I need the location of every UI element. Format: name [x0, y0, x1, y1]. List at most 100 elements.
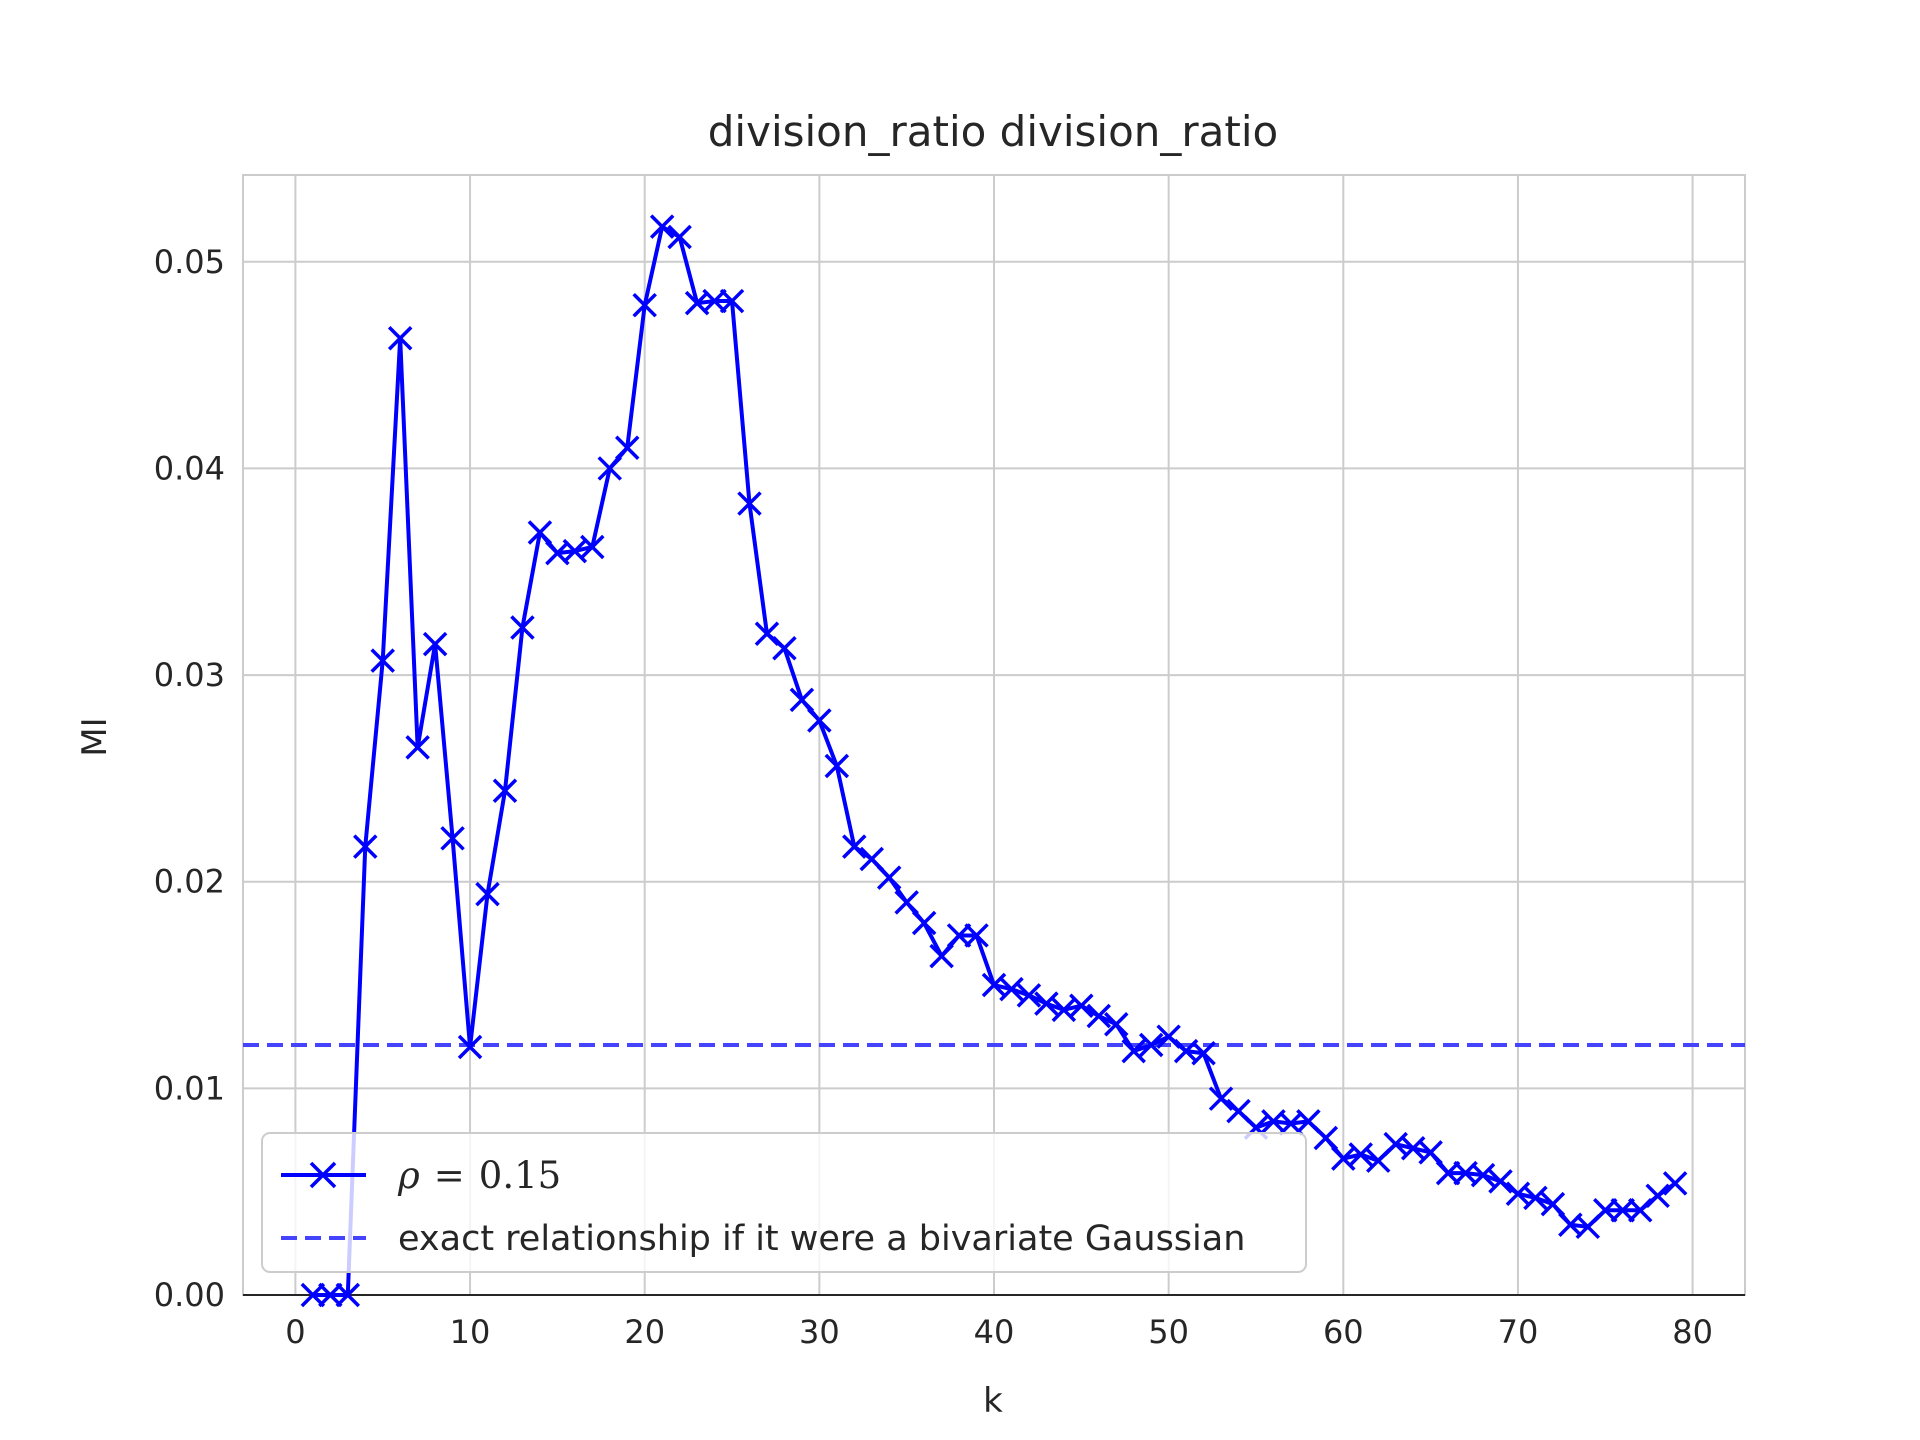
data-point-marker: [405, 735, 430, 760]
marker-stroke: [1226, 1098, 1251, 1124]
data-point-marker: [614, 435, 640, 461]
data-point-marker: [440, 826, 465, 851]
x-axis-label: k: [983, 1381, 1003, 1421]
data-point-marker: [1610, 1198, 1635, 1223]
marker-stroke: [1034, 991, 1059, 1016]
legend-marker-x: [309, 1161, 337, 1189]
data-point-marker: [510, 615, 535, 640]
marker-stroke: [1348, 1142, 1374, 1167]
marker-stroke: [422, 631, 448, 657]
marker-stroke: [667, 224, 692, 250]
marker-stroke: [1069, 993, 1094, 1018]
marker-stroke: [1121, 1038, 1146, 1064]
legend-label-rho: ρ = 0.15: [397, 1154, 561, 1197]
data-point-marker: [1627, 1198, 1653, 1223]
data-point-marker: [580, 534, 605, 560]
data-point-marker: [702, 288, 727, 314]
data-point-marker: [876, 865, 902, 890]
marker-stroke: [440, 826, 465, 851]
marker-stroke: [1138, 1032, 1164, 1058]
x-tick-label: 80: [1672, 1313, 1713, 1351]
data-point-marker: [370, 648, 395, 673]
data-point-marker: [1156, 1024, 1181, 1049]
marker-stroke: [649, 214, 675, 239]
x-tick-label: 30: [799, 1313, 840, 1351]
data-point-marker: [1662, 1171, 1688, 1196]
data-point-marker: [300, 1282, 326, 1308]
marker-stroke: [754, 621, 780, 646]
data-point-marker: [422, 631, 448, 657]
y-tick-label: 0.03: [154, 656, 225, 694]
marker-stroke: [632, 292, 657, 318]
marker-stroke: [1470, 1162, 1496, 1188]
data-point-marker: [387, 326, 413, 351]
marker-stroke: [737, 491, 762, 516]
data-point-marker: [789, 687, 815, 713]
data-point-marker: [772, 635, 797, 661]
x-tick-label: 0: [285, 1313, 305, 1351]
marker-stroke: [1593, 1198, 1618, 1223]
marker-stroke: [1418, 1140, 1443, 1165]
marker-stroke: [353, 834, 378, 859]
data-point-marker: [999, 976, 1024, 1002]
marker-stroke: [789, 687, 815, 713]
grid: [242, 174, 1746, 1296]
data-point-marker: [737, 491, 762, 516]
data-point-marker: [1121, 1038, 1146, 1064]
data-point-marker: [1645, 1183, 1670, 1209]
marker-stroke: [527, 520, 553, 545]
marker-stroke: [719, 288, 745, 314]
marker-stroke: [1313, 1125, 1339, 1151]
plot-area: [243, 214, 1745, 1308]
x-tick-label: 10: [450, 1313, 491, 1351]
marker-stroke: [545, 540, 570, 566]
marker-stroke: [1016, 983, 1042, 1008]
data-point-marker: [1523, 1185, 1548, 1211]
data-point-marker: [1435, 1160, 1461, 1186]
legend-rho-value: 0.15: [479, 1154, 561, 1197]
marker-stroke: [999, 976, 1024, 1002]
y-tick-label: 0.00: [154, 1276, 225, 1314]
marker-stroke: [684, 290, 710, 316]
data-point-marker: [335, 1282, 361, 1308]
data-point-marker: [1138, 1032, 1164, 1058]
marker-stroke: [318, 1282, 343, 1308]
data-point-marker: [649, 214, 675, 239]
data-point-marker: [754, 621, 780, 646]
data-point-marker: [318, 1282, 343, 1308]
marker-stroke: [1296, 1109, 1321, 1134]
marker-stroke: [876, 865, 902, 890]
marker-stroke: [580, 534, 605, 560]
data-point-marker: [824, 753, 850, 779]
data-point-marker: [1104, 1012, 1129, 1037]
data-point-marker: [842, 834, 867, 859]
marker-stroke: [562, 538, 588, 564]
marker-stroke: [946, 923, 972, 948]
data-point-marker: [1086, 1003, 1112, 1029]
marker-stroke: [807, 708, 832, 733]
marker-stroke: [1435, 1160, 1461, 1186]
marker-stroke: [1104, 1012, 1129, 1037]
marker-stroke: [1086, 1003, 1112, 1029]
data-point-marker: [632, 292, 657, 318]
legend-rho-symbol: ρ: [397, 1154, 420, 1197]
data-point-marker: [1488, 1169, 1513, 1194]
marker-stroke: [911, 910, 937, 936]
marker-stroke: [1208, 1086, 1234, 1111]
data-point-marker: [457, 1034, 483, 1060]
x-tick-label: 60: [1323, 1313, 1364, 1351]
data-point-marker: [894, 890, 919, 915]
data-point-marker: [719, 288, 745, 314]
data-point-marker: [1016, 983, 1042, 1008]
marker-stroke: [1540, 1191, 1566, 1217]
marker-stroke: [614, 435, 640, 461]
data-point-marker: [353, 834, 378, 859]
data-point-marker: [1034, 991, 1059, 1016]
data-point-marker: [807, 708, 832, 733]
data-point-marker: [475, 881, 500, 907]
marker-stroke: [1278, 1111, 1304, 1136]
marker-stroke: [1610, 1198, 1635, 1223]
marker-stroke: [824, 753, 850, 779]
tick-labels: 0 10 20 30 40 50 60 70 80 0.00 0.01 0.02 0.03 0.04 0.0…: [154, 243, 1713, 1351]
legend-label-gaussian: exact relationship if it were a bivariat…: [398, 1219, 1245, 1259]
